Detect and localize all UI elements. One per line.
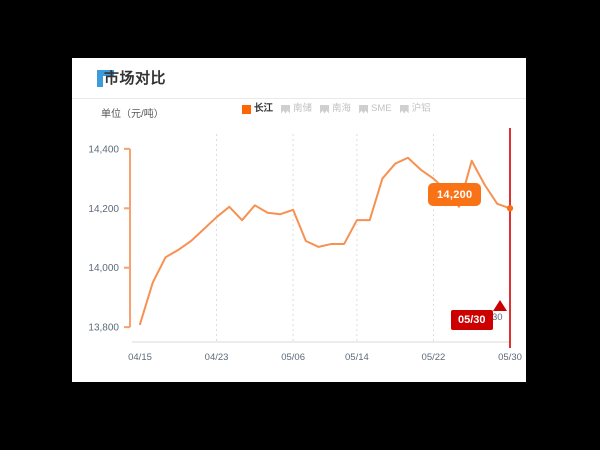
legend-item-nanhai[interactable]: 南海 [320,104,351,114]
legend-item-label: 长江 [254,103,274,114]
title-bracket-icon [97,70,114,87]
y-axis-group: 13,800 14,000 14,200 14,400 [88,144,131,334]
legend-swatch-icon [359,104,369,114]
market-comparison-card: 市场对比 单位（元/吨） 长江 南储 南海 SME 沪铝 [72,58,526,382]
y-axis-tick-label: 14,200 [88,204,119,215]
x-axis-tick-label: 05/06 [281,352,305,363]
legend-row: 单位（元/吨） 长江 南储 南海 SME 沪铝 [72,99,526,125]
y-axis-tick-label: 14,000 [88,263,119,274]
x-axis-tick-label: 05/22 [422,352,446,363]
y-axis-tick-label: 13,800 [88,323,119,334]
legend-items: 长江 南储 南海 SME 沪铝 [242,104,431,114]
unit-label: 单位（元/吨） [101,109,164,120]
legend-swatch-icon [242,104,251,114]
bracket-top-bar [97,70,114,76]
bracket-left-bar [97,70,103,87]
value-tooltip: 14,200 [428,183,482,206]
date-badge: 05/30 [451,310,493,330]
x-axis-tick-label: 04/23 [205,352,229,363]
legend-item-nanchu[interactable]: 南储 [281,104,312,114]
legend-item-changjiang[interactable]: 长江 [242,104,273,114]
y-axis-tick-label: 14,400 [88,144,119,155]
x-axis-tick-label: 05/30 [498,352,522,363]
legend-item-label: 南储 [293,103,313,114]
x-axis-group: 04/15 04/23 05/06 05/14 05/22 05/30 [128,341,522,363]
chart-plot-area[interactable]: 13,800 14,000 14,200 14,400 04/15 04/23 05/06… [72,124,526,382]
legend-item-label: 南海 [332,103,352,114]
legend-swatch-icon [320,104,330,114]
legend-item-hulv[interactable]: 沪铝 [399,103,431,114]
date-badge-pointer-icon [493,300,507,311]
legend-item-label: SME [371,103,392,114]
x-axis-tick-label: 04/15 [128,352,152,363]
legend-item-sme[interactable]: SME [359,104,392,114]
line-chart-svg: 13,800 14,000 14,200 14,400 04/15 04/23 05/06… [88,128,522,363]
x-axis-tick-label: 05/14 [345,352,369,363]
legend-swatch-icon [399,104,409,114]
card-header: 市场对比 [72,58,526,99]
legend-swatch-icon [281,104,291,114]
x-axis-label-hidden: 30 [492,312,503,323]
legend-item-label: 沪铝 [411,103,431,114]
cursor-point-marker [506,205,514,212]
page-title: 市场对比 [104,70,167,87]
